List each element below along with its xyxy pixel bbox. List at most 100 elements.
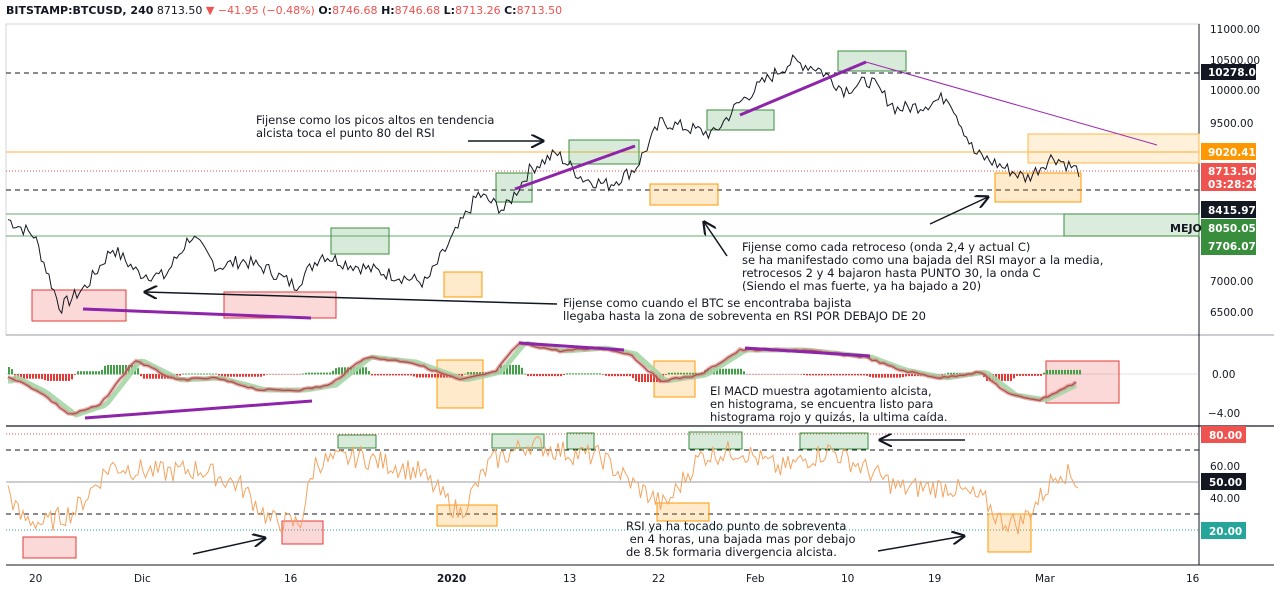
rsi-zone-green-5	[799, 432, 869, 450]
histogram-bar	[1022, 374, 1024, 376]
rsi-zone-green-3	[566, 432, 595, 450]
histogram-bar	[1076, 369, 1078, 375]
x-tick-16: 16	[284, 573, 298, 585]
rsi-zone-green-4	[688, 431, 743, 450]
histogram-bar	[1037, 374, 1039, 376]
histogram-bar	[1055, 369, 1057, 375]
histogram-bar	[1049, 369, 1051, 375]
histogram-bar	[86, 371, 88, 375]
histogram-bar	[80, 371, 82, 375]
histogram-bar	[278, 374, 280, 375]
histogram-bar	[908, 374, 910, 377]
histogram-bar	[953, 372, 955, 375]
histogram-bar	[1019, 374, 1021, 376]
histogram-bar	[1034, 374, 1036, 376]
histogram-bar	[641, 374, 643, 383]
histogram-bar	[806, 374, 808, 376]
histogram-bar	[425, 374, 427, 378]
histogram-bar	[950, 372, 952, 375]
histogram-bar	[857, 374, 859, 376]
histogram-bar	[257, 374, 259, 377]
histogram-bar	[872, 374, 874, 378]
histogram-bar	[431, 374, 433, 378]
histogram-bar	[596, 373, 598, 375]
histogram-bar	[119, 365, 121, 375]
histogram-bar	[230, 374, 232, 377]
histogram-bar	[752, 374, 754, 375]
annotation-retrocesos: Fijense como cada retroceso (onda 2,4 y …	[742, 240, 1103, 293]
histogram-bar	[224, 374, 226, 377]
tick-rsi-40: 40.00	[1210, 493, 1240, 505]
histogram-bar	[686, 372, 688, 375]
rsi-zone-green-1	[337, 434, 377, 449]
histogram-bar	[1025, 374, 1027, 376]
tick-macd-0: 0.00	[1212, 369, 1235, 381]
histogram-bar	[683, 372, 685, 375]
x-tick-13: 13	[563, 573, 576, 585]
histogram-bar	[626, 374, 628, 377]
histogram-bar	[434, 374, 436, 378]
rsi-series	[7, 435, 1079, 535]
histogram-bar	[44, 374, 46, 381]
histogram-bar	[299, 374, 301, 375]
annotation-arrows	[145, 141, 988, 555]
histogram-bar	[368, 371, 370, 375]
histogram-bar	[281, 374, 283, 375]
price-series	[7, 54, 1080, 315]
histogram-bar	[269, 374, 271, 375]
histogram-bar	[569, 373, 571, 375]
histogram-bar	[527, 374, 529, 377]
histogram-bar	[602, 374, 604, 375]
x-tick-mar: Mar	[1035, 573, 1055, 585]
zone-green-1	[330, 227, 390, 255]
histogram-bar	[617, 374, 619, 377]
histogram-bar	[839, 374, 841, 376]
histogram-bar	[263, 374, 265, 376]
histogram-bar	[821, 374, 823, 376]
histogram-bar	[209, 373, 211, 375]
histogram-bar	[251, 374, 253, 377]
histogram-bar	[788, 374, 790, 375]
x-tick-dic: Dic	[134, 573, 151, 585]
histogram-bar	[191, 373, 193, 375]
annotation-rsi-sobreventa: RSI ya ha tocado punto de sobreventa en …	[626, 519, 856, 559]
histogram-bar	[563, 374, 565, 376]
histogram-bar	[512, 365, 514, 375]
histogram-bar	[773, 374, 775, 375]
zone-orange-1	[443, 271, 483, 298]
histogram-bar	[779, 374, 781, 375]
histogram-bar	[824, 374, 826, 376]
histogram-bar	[521, 367, 523, 375]
histogram-bar	[92, 371, 94, 375]
histogram-bar	[440, 374, 442, 378]
badge-9020: 9020.41	[1208, 147, 1256, 159]
histogram-bar	[719, 368, 721, 375]
histogram-bar	[1070, 369, 1072, 375]
symbol-label[interactable]: BITSTAMP:BTCUSD, 240	[6, 4, 154, 17]
histogram-bar	[296, 374, 298, 375]
histogram-bar	[548, 374, 550, 377]
histogram-bar	[389, 374, 391, 376]
histogram-bar	[620, 374, 622, 377]
rsi-zone-orange-1	[436, 504, 498, 527]
histogram-bar	[341, 367, 343, 375]
histogram-bar	[557, 374, 559, 377]
zone-boxes	[22, 50, 1200, 559]
histogram-bar	[374, 374, 376, 376]
histogram-bar	[812, 374, 814, 376]
low-label: L:	[443, 4, 456, 17]
histogram-bar	[851, 374, 853, 376]
histogram-bar	[464, 373, 466, 375]
histogram-bar	[68, 374, 70, 381]
histogram-bar	[317, 372, 319, 375]
histogram-bar	[221, 374, 223, 377]
histogram-bar	[650, 374, 652, 383]
histogram-bar	[1052, 369, 1054, 375]
histogram-bar	[410, 374, 412, 376]
histogram-bar	[1016, 374, 1018, 376]
histogram-bar	[239, 374, 241, 377]
histogram-bar	[149, 374, 151, 379]
histogram-bar	[860, 374, 862, 376]
histogram-bar	[998, 374, 1000, 381]
